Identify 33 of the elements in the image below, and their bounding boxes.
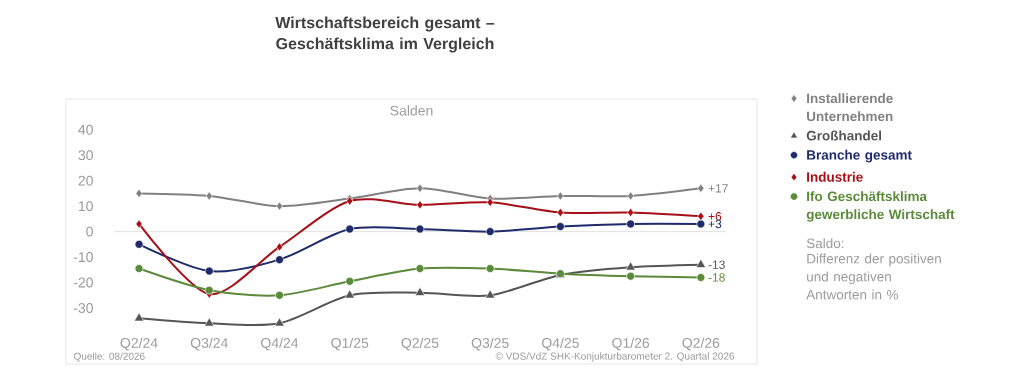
text: Differenz der positiven und negativen Antworten in % <box>806 253 941 300</box>
y-tick-label: 20 <box>78 175 93 186</box>
legend-label: Ifo Geschäftsklima gewerbliche Wirtschaft <box>806 191 955 222</box>
x-tick-label: Q1/25 <box>331 337 369 351</box>
x-tick-label: Q3/25 <box>471 337 509 351</box>
x-tick-label: Q2/26 <box>682 337 720 351</box>
annotation: © VDS/VdZ SHK-Konjukturbarometer 2. Quartal 2026 <box>495 352 735 362</box>
y-tick-label: -30 <box>73 303 93 314</box>
y-tick-label: 0 <box>86 226 93 237</box>
x-tick-label: Q2/25 <box>401 337 439 351</box>
x-tick-label: Q4/24 <box>261 337 299 351</box>
data-label: -18 <box>708 273 725 282</box>
y-tick-label: -20 <box>73 277 93 288</box>
text: Saldo: <box>806 238 844 249</box>
data-label: -13 <box>708 260 725 269</box>
x-tick-label: Q4/25 <box>541 337 579 351</box>
y-tick-label: 10 <box>78 201 93 212</box>
data-label: +3 <box>708 219 722 229</box>
annotation: Quelle: 08/2026 <box>74 352 145 362</box>
legend-label: Industrie <box>807 171 863 182</box>
legend-label: Branche gesamt <box>807 149 912 163</box>
data-label: +17 <box>708 184 728 193</box>
x-tick-label: Q1/26 <box>612 337 650 351</box>
y-tick-label: 40 <box>78 124 93 135</box>
x-tick-label: Q3/24 <box>190 337 228 351</box>
legend-label: Installierende Unternehmen <box>807 93 893 122</box>
y-tick-label: 30 <box>78 150 93 161</box>
data-label: +6 <box>708 212 722 221</box>
x-tick-label: Q2/24 <box>120 337 158 351</box>
y-tick-label: -10 <box>73 252 93 263</box>
y-axis-title: Salden <box>390 105 433 116</box>
legend-label: Großhandel <box>806 130 882 141</box>
chart-title: Wirtschaftsbereich gesamt – Geschäftsklima im Vergleich <box>275 16 495 53</box>
